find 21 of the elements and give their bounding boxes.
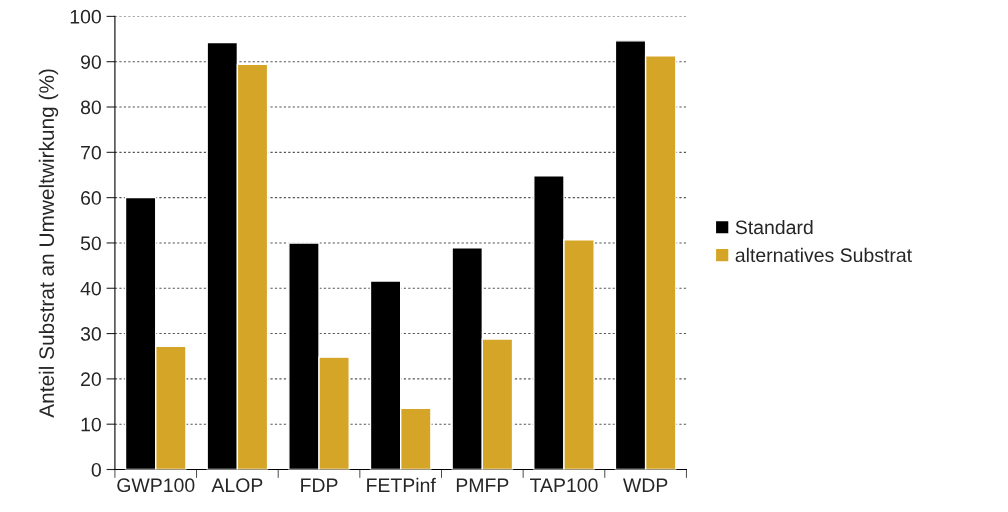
x-tick-label: FDP: [301, 478, 338, 492]
y-axis-title: Anteil Substrat an Umweltwirkung (%): [38, 69, 59, 418]
x-tick-label: WDP: [623, 478, 668, 492]
x-tick-label: TAP100: [530, 478, 598, 493]
x-tick-label: PMFP: [456, 478, 509, 492]
x-tick-label: FETPinf: [367, 477, 436, 492]
y-tick-label: 10: [81, 417, 101, 432]
y-tick-label: 70: [81, 145, 101, 160]
y-tick-label: 0: [91, 462, 101, 477]
x-tick-label: ALOP: [211, 478, 263, 493]
y-tick-label: 20: [81, 372, 101, 387]
y-tick-label: 90: [81, 55, 101, 69]
y-tick-label: 100: [70, 9, 101, 24]
y-tick-label: 80: [80, 100, 101, 115]
legend-label: Standard: [735, 219, 813, 235]
y-tick-label: 30: [80, 327, 101, 341]
x-tick-label: GWP100: [117, 478, 195, 493]
y-tick-label: 50: [80, 236, 101, 251]
legend-label: alternatives Substrat: [735, 247, 912, 263]
y-tick-label: 40: [80, 281, 101, 296]
y-tick-label: 60: [81, 191, 101, 205]
